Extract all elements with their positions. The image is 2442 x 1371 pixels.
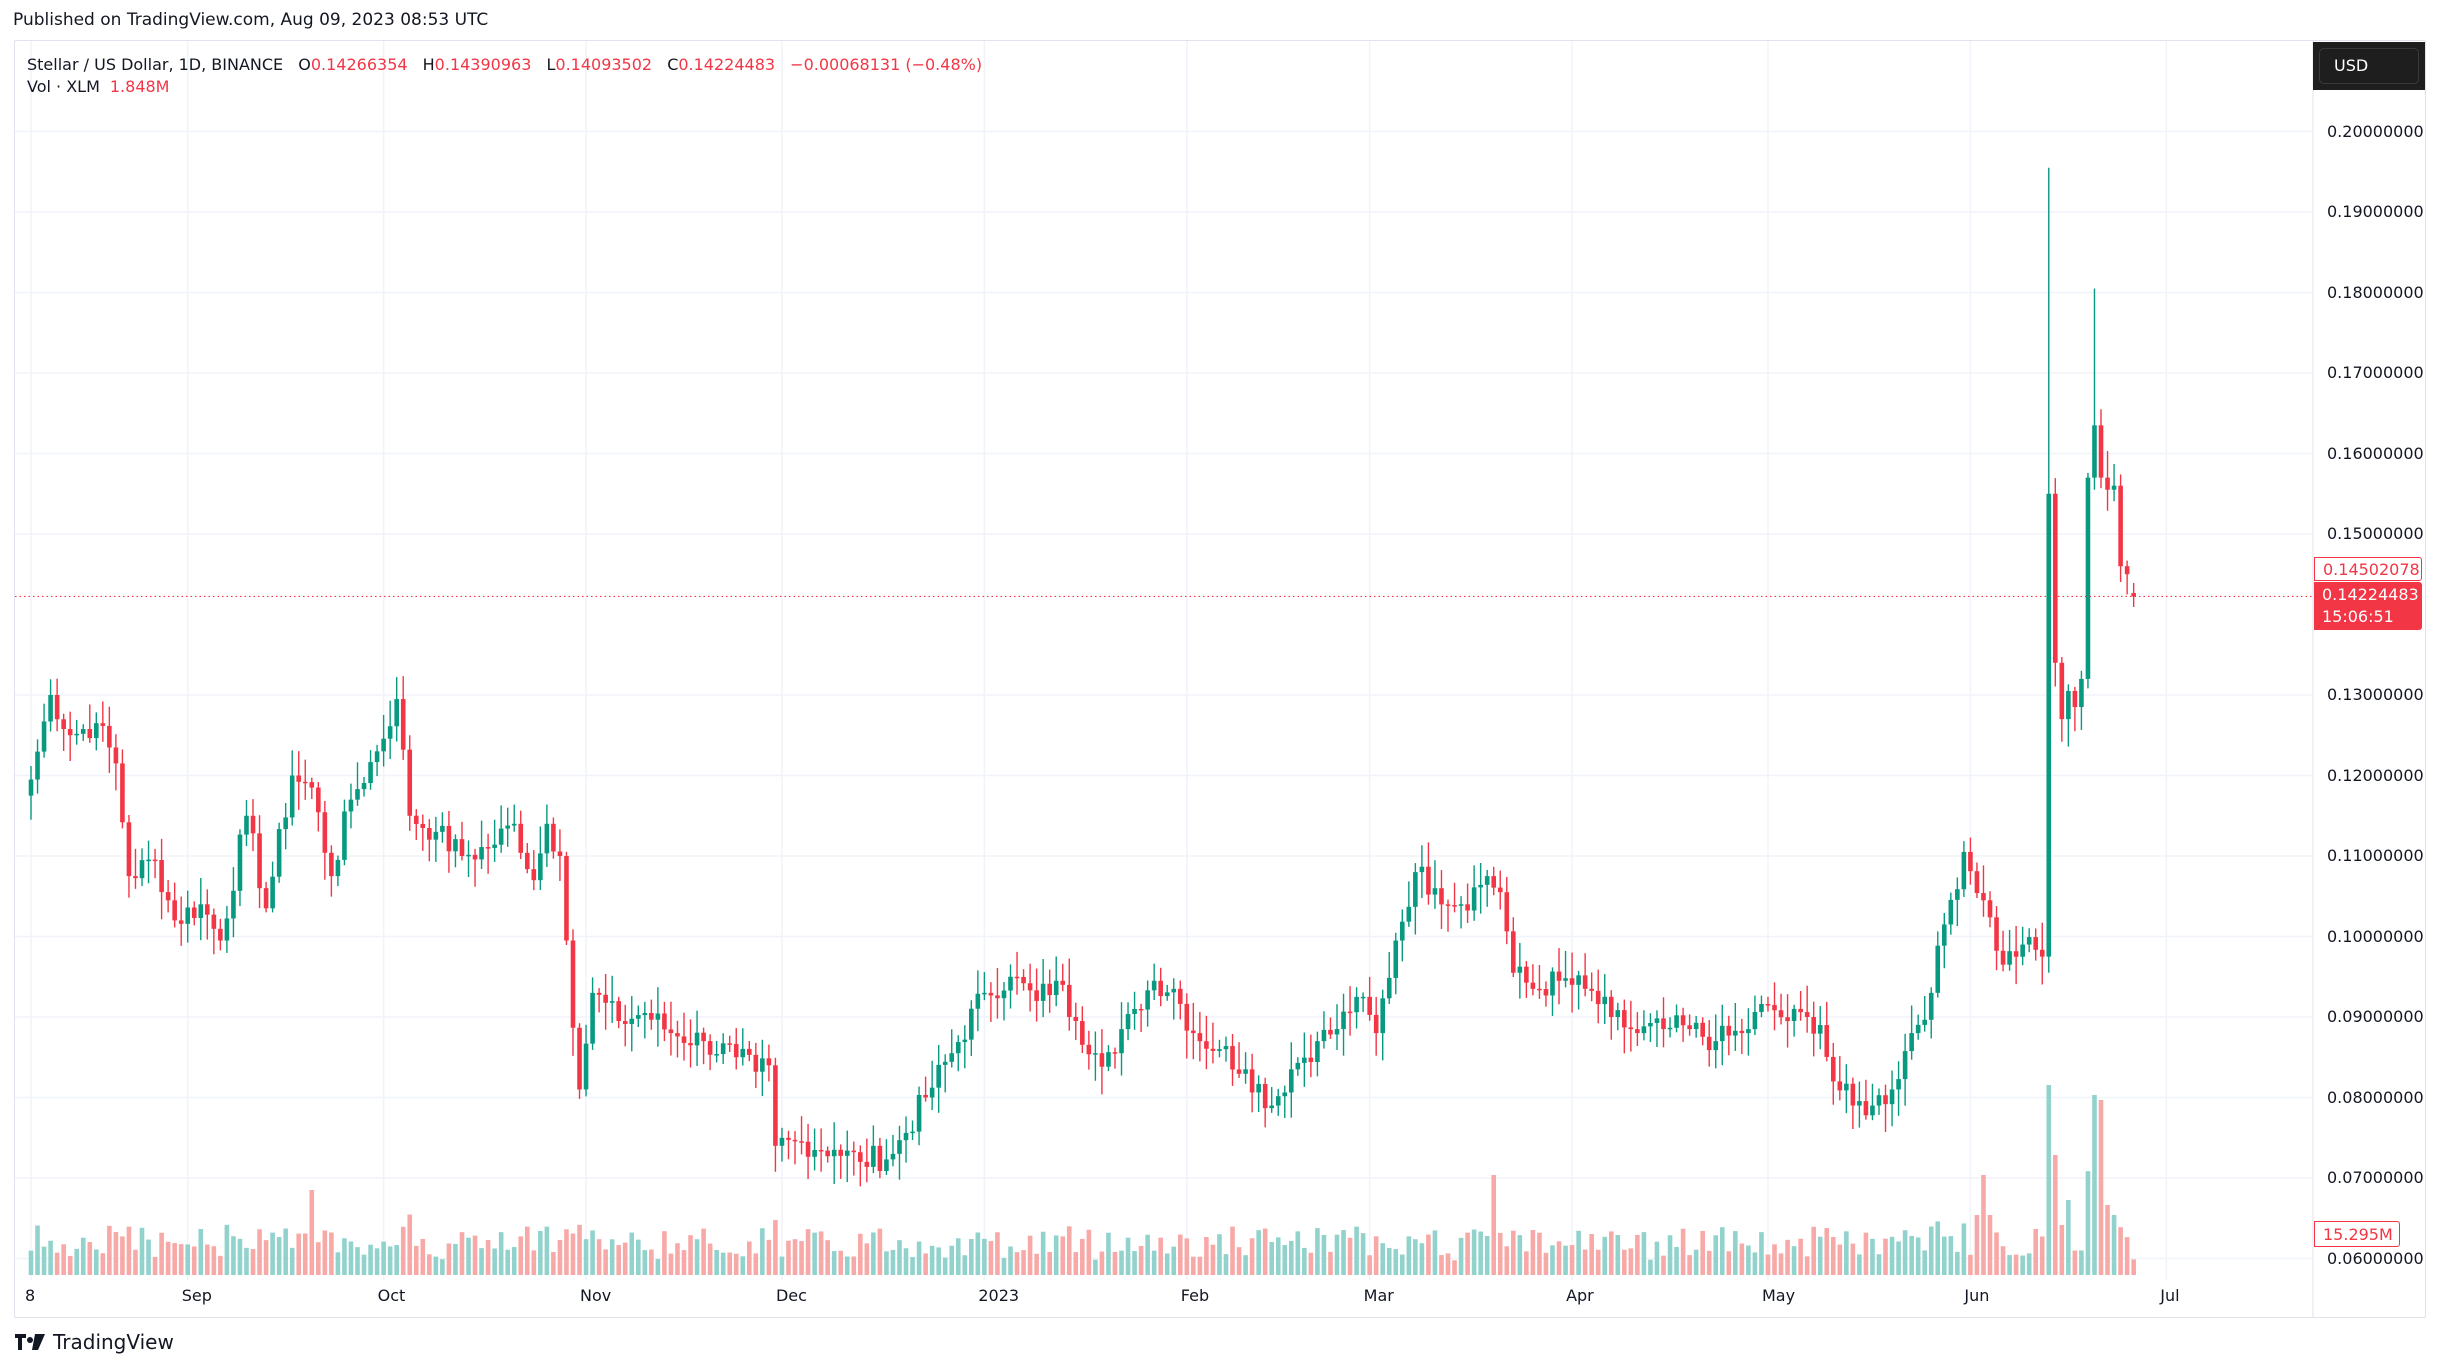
last-price-tag: 0.14224483 15:06:51 [2314, 582, 2422, 630]
volume-label: Vol · XLM [27, 77, 100, 96]
time-axis-label: Apr [1566, 1286, 1594, 1305]
price-axis-label: 0.17000000 [2327, 363, 2424, 382]
price-axis-label: 0.09000000 [2327, 1007, 2424, 1026]
bar-countdown: 15:06:51 [2322, 607, 2394, 626]
symbol-title: Stellar / US Dollar, 1D, BINANCE [27, 55, 284, 74]
time-axis-label: Nov [580, 1286, 612, 1305]
price-axis-label: 0.15000000 [2327, 524, 2424, 543]
time-axis-label: Oct [377, 1286, 406, 1305]
published-note: Published on TradingView.com, Aug 09, 20… [13, 10, 489, 30]
low-label: L [546, 55, 556, 74]
high-value: 0.14390963 [434, 55, 532, 74]
logo-text: TradingView [53, 1330, 174, 1354]
volume-value: 1.848M [109, 77, 170, 96]
open-value: 0.14266354 [310, 55, 408, 74]
price-axis-label: 0.13000000 [2327, 685, 2424, 704]
price-axis-label: 0.16000000 [2327, 443, 2424, 463]
last-price-value: 0.14224483 [2322, 585, 2419, 604]
time-axis-label: Mar [1363, 1286, 1394, 1305]
price-axis-label: 0.10000000 [2327, 926, 2424, 946]
change-value: −0.00068131 (−0.48%) [790, 55, 983, 74]
close-value: 0.14224483 [678, 55, 776, 74]
low-value: 0.14093502 [555, 55, 653, 74]
time-axis-label: 8 [25, 1286, 36, 1305]
price-axis-label: 0.08000000 [2327, 1087, 2424, 1107]
time-axis-label: May [1761, 1286, 1796, 1305]
volume-tag: 15.295M [2314, 1221, 2400, 1247]
time-axis-label: 2023 [978, 1286, 1020, 1305]
chart-frame [14, 40, 2426, 1318]
time-axis-label: Sep [181, 1286, 212, 1305]
time-axis-label: Feb [1180, 1286, 1210, 1305]
currency-button[interactable]: USD [2313, 42, 2425, 90]
price-axis-label: 0.20000000 [2327, 121, 2424, 141]
time-axis-label: Dec [775, 1286, 807, 1305]
time-axis-label: Jul [2160, 1286, 2180, 1305]
price-axis-label: 0.19000000 [2327, 202, 2424, 221]
symbol-legend: Stellar / US Dollar, 1D, BINANCE O0.1426… [27, 52, 982, 77]
high-label: H [422, 55, 435, 74]
tradingview-logo-icon [15, 1334, 45, 1350]
open-label: O [298, 55, 311, 74]
prev-close-tag: 0.14502078 [2314, 557, 2422, 581]
tradingview-logo[interactable]: TradingView [15, 1330, 174, 1354]
price-axis-label: 0.07000000 [2327, 1168, 2424, 1187]
price-axis-label: 0.12000000 [2327, 765, 2424, 785]
price-axis-label: 0.18000000 [2327, 282, 2424, 302]
volume-legend: Vol · XLM 1.848M [27, 77, 169, 96]
price-axis-label: 0.06000000 [2327, 1248, 2424, 1268]
close-label: C [667, 55, 679, 74]
currency-label: USD [2319, 48, 2419, 84]
price-axis-label: 0.11000000 [2327, 846, 2424, 865]
time-axis-label: Jun [1964, 1286, 1990, 1305]
